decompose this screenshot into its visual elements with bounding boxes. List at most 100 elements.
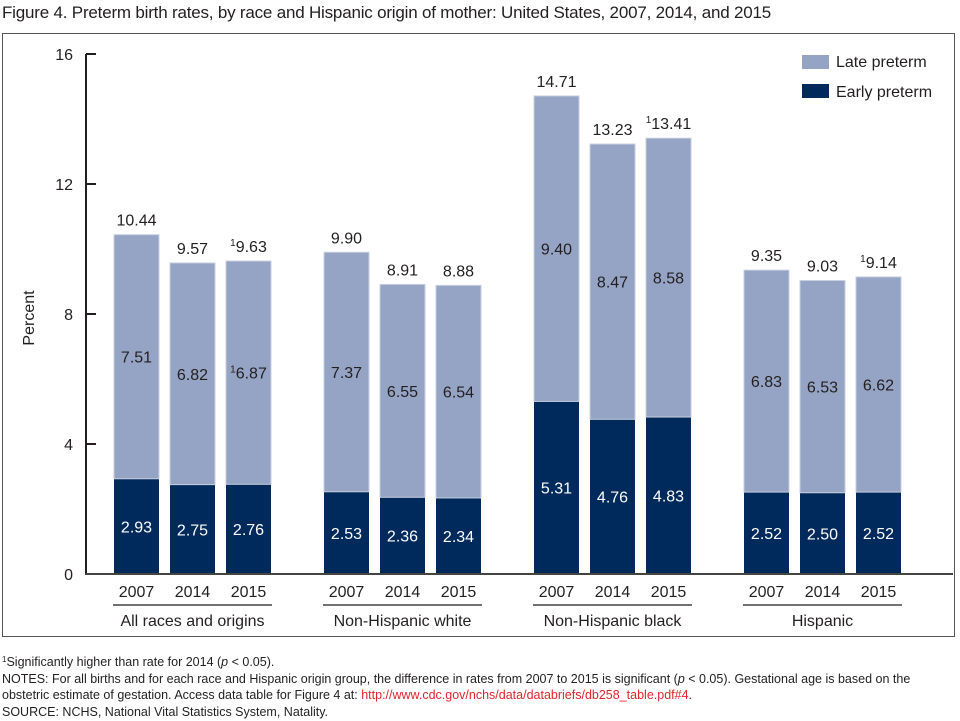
early-preterm-value-label: 2.34 xyxy=(443,529,474,546)
x-category-label: 2014 xyxy=(805,584,841,601)
late-preterm-value-label: 7.37 xyxy=(331,365,362,382)
total-value-label: 10.44 xyxy=(116,213,156,230)
x-category-label: 2015 xyxy=(651,584,687,601)
late-preterm-value-label: 6.54 xyxy=(443,385,474,402)
bar-late-preterm xyxy=(113,234,160,480)
data-table-link[interactable]: http://www.cdc.gov/nchs/data/databriefs/… xyxy=(361,688,689,702)
total-value-label: 9.57 xyxy=(177,241,208,258)
p-symbol: p xyxy=(677,671,685,686)
late-preterm-value-label: 6.53 xyxy=(807,380,838,397)
x-category-label: 2007 xyxy=(119,584,155,601)
early-preterm-value-label: 5.31 xyxy=(541,481,572,498)
late-preterm-value-label: 6.82 xyxy=(177,367,208,384)
chart-frame xyxy=(2,33,955,637)
late-preterm-value-label: 6.55 xyxy=(387,384,418,401)
group-label: Non-Hispanic black xyxy=(544,613,683,630)
bar-early-preterm xyxy=(800,492,845,574)
bar-early-preterm xyxy=(170,484,215,574)
bar-late-preterm xyxy=(589,143,636,420)
x-category-label: 2014 xyxy=(595,584,631,601)
late-preterm-value-label: 6.62 xyxy=(863,378,894,395)
total-value-label: 19.14 xyxy=(860,254,897,272)
p-symbol: p xyxy=(221,655,229,669)
bar-late-preterm xyxy=(323,251,370,493)
x-axis: 2007 2014 2015 All races and origins 2007 201… xyxy=(85,573,953,630)
legend-label: Late preterm xyxy=(836,54,927,71)
y-tick-label: 12 xyxy=(55,177,73,194)
total-value-label: 13.23 xyxy=(592,122,632,139)
early-preterm-value-label: 2.75 xyxy=(177,522,208,539)
bar-early-preterm xyxy=(436,497,481,574)
bar-late-preterm xyxy=(799,280,846,494)
x-category-label: 2015 xyxy=(861,584,897,601)
group-label: Hispanic xyxy=(792,613,853,630)
total-value-label: 9.35 xyxy=(751,248,782,265)
figure-title: Figure 4. Preterm birth rates, by race a… xyxy=(2,3,771,22)
bar-late-preterm xyxy=(225,260,272,485)
footnote-text: < 0.05). xyxy=(228,655,275,669)
early-preterm-value-label: 2.93 xyxy=(121,519,152,536)
total-value: 13.41 xyxy=(651,116,691,133)
late-preterm-value: 6.87 xyxy=(236,366,267,383)
bar-early-preterm xyxy=(226,484,271,574)
late-preterm-value-label: 16.87 xyxy=(230,365,267,383)
footnotes: 1Significantly higher than rate for 2014… xyxy=(2,652,958,720)
total-value-label: 9.03 xyxy=(807,259,838,276)
bar-early-preterm xyxy=(324,491,369,574)
late-preterm-value-label: 9.40 xyxy=(541,242,572,259)
total-value-label: 8.91 xyxy=(387,262,418,279)
x-category-label: 2007 xyxy=(749,584,785,601)
early-preterm-value-label: 2.52 xyxy=(751,526,782,543)
total-value-label: 9.90 xyxy=(331,230,362,247)
legend: Late preterm Early preterm xyxy=(802,54,932,101)
bars xyxy=(113,95,902,574)
early-preterm-value-label: 4.76 xyxy=(597,490,628,507)
source-note: SOURCE: NCHS, National Vital Statistics … xyxy=(2,704,329,719)
bar-early-preterm xyxy=(380,497,425,574)
y-tick-label: 0 xyxy=(64,567,73,584)
x-category-label: 2014 xyxy=(175,584,211,601)
group-label: All races and origins xyxy=(120,613,264,630)
notes: NOTES: For all births and for each race … xyxy=(2,671,958,704)
y-tick-label: 16 xyxy=(55,47,73,64)
y-axis-label: Percent xyxy=(21,290,38,346)
early-preterm-value-label: 2.53 xyxy=(331,526,362,543)
bar-late-preterm xyxy=(533,95,580,402)
early-preterm-value-label: 2.36 xyxy=(387,529,418,546)
bar-early-preterm xyxy=(646,417,691,574)
notes-text: < 0.05). Gestational age is based on the… xyxy=(2,671,911,703)
late-preterm-value-label: 7.51 xyxy=(121,350,152,367)
total-value-label: 19.63 xyxy=(230,238,267,256)
significance-marker: 1 xyxy=(230,238,236,249)
total-value-label: 14.71 xyxy=(536,74,576,91)
total-value: 9.63 xyxy=(236,239,267,256)
early-preterm-value-label: 2.76 xyxy=(233,522,264,539)
y-tick-label: 8 xyxy=(64,307,73,324)
late-preterm-value-label: 8.58 xyxy=(653,271,684,288)
legend-swatch xyxy=(802,55,829,69)
bar-early-preterm xyxy=(590,419,635,574)
total-value: 9.14 xyxy=(866,255,897,272)
legend-swatch xyxy=(802,84,829,98)
bar-late-preterm xyxy=(435,284,482,499)
footnote-text: Significantly higher than rate for 2014 … xyxy=(6,655,222,669)
bar-late-preterm xyxy=(855,276,902,493)
x-category-label: 2015 xyxy=(441,584,477,601)
notes-text: NOTES: For all births and for each race … xyxy=(2,671,678,686)
footnote-marker: 1 xyxy=(2,655,7,664)
early-preterm-value-label: 2.50 xyxy=(807,526,838,543)
bar-late-preterm xyxy=(743,269,790,493)
significance-marker: 1 xyxy=(646,115,652,126)
bar-early-preterm xyxy=(534,401,579,574)
bar-early-preterm xyxy=(744,492,789,574)
total-value-label: 8.88 xyxy=(443,263,474,280)
early-preterm-value-label: 2.52 xyxy=(863,526,894,543)
y-tick-label: 4 xyxy=(64,437,73,454)
late-preterm-value-label: 6.83 xyxy=(751,374,782,391)
group-label: Non-Hispanic white xyxy=(334,613,472,630)
bar-late-preterm xyxy=(379,283,426,498)
legend-label: Early preterm xyxy=(836,84,932,101)
x-category-label: 2007 xyxy=(539,584,575,601)
significance-marker: 1 xyxy=(860,254,866,265)
